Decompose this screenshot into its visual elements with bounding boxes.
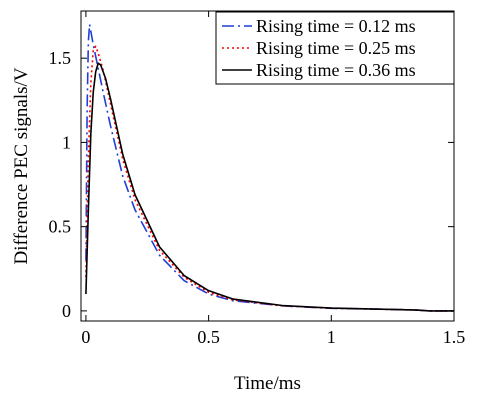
axes: 0 0.5 1 1.5 0 0.5 1 1.5 — [49, 10, 466, 347]
x-tick-label: 0 — [81, 327, 90, 347]
plot-frame — [80, 10, 455, 322]
legend-label-1: Rising time = 0.12 ms — [256, 16, 416, 36]
x-tick-label: 1 — [327, 327, 336, 347]
y-tick-label: 0.5 — [49, 217, 72, 237]
x-tick-label: 0.5 — [197, 327, 220, 347]
y-tick-label: 1.5 — [49, 48, 72, 68]
y-axis-label: Difference PEC signals/V — [11, 67, 32, 264]
x-axis-label: Time/ms — [234, 373, 301, 394]
x-tick-label: 1.5 — [443, 327, 466, 347]
y-tick-label: 1 — [62, 132, 71, 152]
series-group — [85, 23, 454, 312]
legend-label-3: Rising time = 0.36 ms — [256, 60, 416, 80]
y-tick-label: 0 — [62, 301, 71, 321]
legend-label-2: Rising time = 0.25 ms — [256, 38, 416, 58]
series-line-3 — [85, 62, 454, 312]
legend-box — [215, 11, 455, 85]
